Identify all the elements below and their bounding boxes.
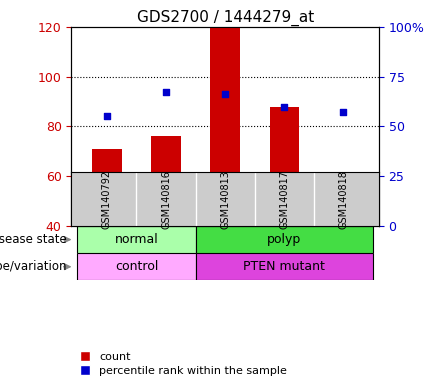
Text: polyp: polyp <box>267 233 301 246</box>
Point <box>281 103 288 109</box>
Text: control: control <box>115 260 158 273</box>
Text: GSM140792: GSM140792 <box>102 170 112 229</box>
Point <box>103 113 110 119</box>
Bar <box>210 27 240 226</box>
Text: PTEN mutant: PTEN mutant <box>243 260 325 273</box>
Point <box>162 89 169 95</box>
Bar <box>78 253 196 280</box>
Text: genotype/variation: genotype/variation <box>0 260 67 273</box>
Text: GSM140813: GSM140813 <box>220 170 230 228</box>
Text: GSM140817: GSM140817 <box>279 170 289 228</box>
Bar <box>269 106 299 226</box>
Text: normal: normal <box>115 233 158 246</box>
Bar <box>78 226 196 253</box>
Text: disease state: disease state <box>0 233 67 246</box>
Point <box>222 91 229 97</box>
Bar <box>196 226 373 253</box>
Legend: count, percentile rank within the sample: count, percentile rank within the sample <box>77 350 289 379</box>
Bar <box>92 149 122 226</box>
Text: GSM140816: GSM140816 <box>161 170 171 228</box>
Bar <box>196 253 373 280</box>
Text: GSM140818: GSM140818 <box>339 170 349 228</box>
Bar <box>151 136 181 226</box>
Bar <box>329 181 358 226</box>
Title: GDS2700 / 1444279_at: GDS2700 / 1444279_at <box>136 9 314 25</box>
Point <box>340 108 347 114</box>
